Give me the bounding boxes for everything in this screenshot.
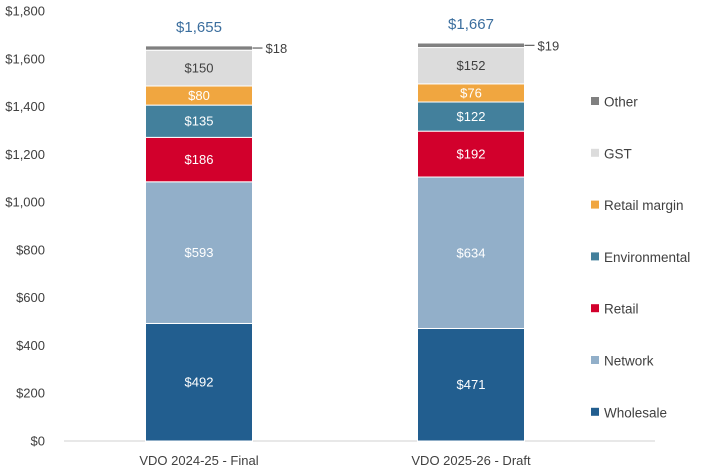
- legend-swatch: [591, 356, 599, 364]
- bar-segment: [145, 45, 253, 51]
- legend-swatch: [591, 252, 599, 261]
- y-tick-label: $0: [31, 434, 45, 449]
- legend-label: GST: [604, 146, 632, 161]
- bars-layer: [145, 42, 525, 442]
- bar-segment: [417, 101, 525, 132]
- data-label: $18: [266, 41, 288, 56]
- y-tick-label: $1,600: [5, 51, 45, 66]
- total-label: $1,655: [176, 19, 222, 36]
- x-category-label: VDO 2024-25 - Final: [139, 453, 258, 468]
- y-tick-label: $1,800: [5, 4, 45, 19]
- data-label: $186: [185, 152, 214, 167]
- data-label: $471: [457, 377, 486, 392]
- legend-label: Environmental: [604, 250, 690, 265]
- data-label: $192: [457, 147, 486, 162]
- y-tick-label: $400: [16, 338, 45, 353]
- legend-swatch: [591, 148, 599, 157]
- bar-segment: [417, 327, 525, 442]
- legend-label: Retail margin: [604, 198, 684, 213]
- legend-label: Wholesale: [604, 405, 667, 420]
- x-category-label: VDO 2025-26 - Draft: [411, 453, 531, 468]
- bar-segment: [417, 130, 525, 178]
- y-tick-label: $200: [16, 386, 45, 401]
- y-tick-label: $800: [16, 242, 45, 257]
- data-label: $593: [185, 245, 214, 260]
- y-tick-label: $1,400: [5, 99, 45, 114]
- bar-segment: [145, 181, 253, 324]
- legend-swatch: [591, 304, 599, 313]
- bar-segment: [145, 49, 253, 87]
- legend-swatch: [591, 407, 599, 416]
- legend-label: Retail: [604, 302, 639, 317]
- bar-segment: [417, 47, 525, 85]
- axis-layer: $0 $200 $400 $600 $800 $1,000 $1,200 $1,400 $1,6…: [5, 4, 655, 468]
- legend-label: Other: [604, 95, 638, 110]
- total-label: $1,667: [448, 16, 494, 33]
- bar-segment: [417, 42, 525, 49]
- legend-swatch: [591, 97, 599, 105]
- legend-label: Network: [604, 354, 654, 369]
- data-label: $152: [457, 58, 486, 73]
- bar-segment: [145, 322, 253, 442]
- data-label: $634: [457, 245, 486, 260]
- bar-segment: [417, 176, 525, 329]
- legend: Other GST Retail margin Environmental Retail…: [591, 95, 690, 420]
- y-tick-label: $1,200: [5, 147, 45, 162]
- y-tick-label: $600: [16, 290, 45, 305]
- labels-layer: $492 $593 $186 $135 $80 $150 $18 $1,655 $471 $634…: [176, 16, 559, 392]
- data-label: $492: [185, 375, 214, 390]
- data-label: $122: [457, 109, 486, 124]
- data-label: $19: [538, 38, 560, 53]
- data-label: $80: [188, 88, 210, 103]
- data-label: $150: [185, 61, 214, 76]
- legend-swatch: [591, 200, 599, 209]
- data-label: $135: [185, 114, 214, 129]
- data-label: $76: [460, 85, 482, 100]
- y-tick-label: $1,000: [5, 195, 45, 210]
- bar-segment: [145, 104, 253, 138]
